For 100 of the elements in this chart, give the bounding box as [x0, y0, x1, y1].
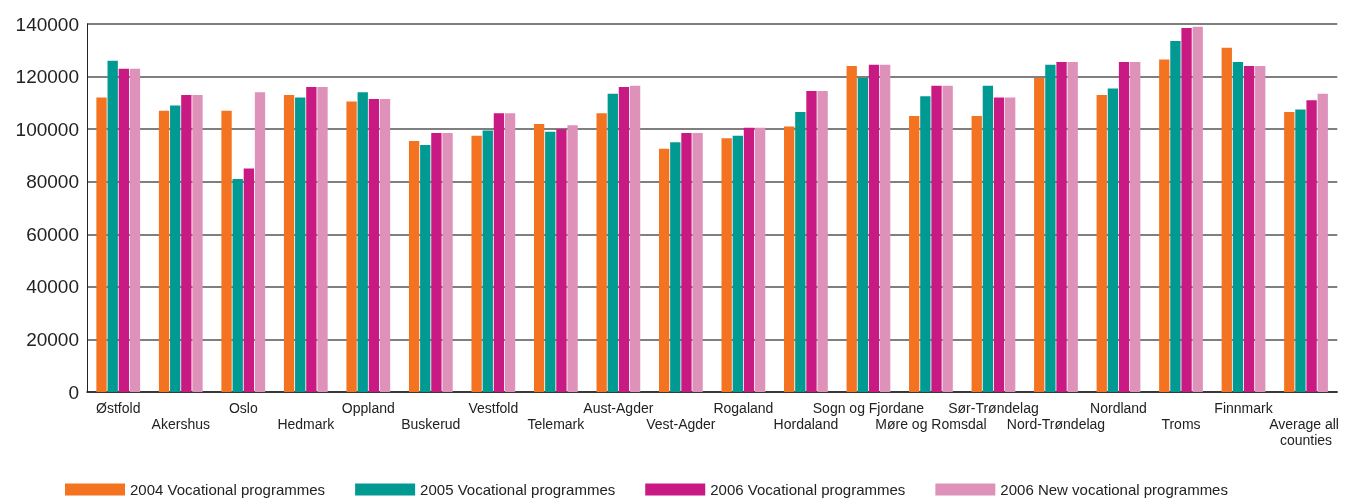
bar	[732, 135, 743, 392]
bar	[545, 131, 556, 392]
x-tick-label: Vest-Agder	[646, 416, 716, 432]
bar	[1284, 112, 1295, 392]
bar	[692, 133, 703, 392]
x-tick-label: Akershus	[151, 416, 210, 432]
legend-label: 2006 Vocational programmes	[710, 481, 906, 498]
bar	[107, 60, 118, 392]
bar	[295, 97, 306, 392]
bar	[1170, 41, 1181, 392]
bar	[1034, 77, 1045, 392]
x-tick-label: Møre og Romsdal	[875, 416, 987, 432]
bar	[857, 77, 869, 392]
bar	[971, 116, 982, 392]
x-tick-label: Rogaland	[713, 400, 774, 416]
bar	[993, 97, 1005, 392]
bar	[982, 85, 994, 392]
x-tick-label: Nordland	[1090, 400, 1147, 416]
bar	[317, 87, 328, 392]
bar	[846, 66, 857, 392]
x-tick-label: Vestfold	[468, 400, 519, 416]
bar	[504, 113, 516, 392]
y-tick-label: 140000	[15, 13, 79, 35]
bar	[96, 97, 107, 392]
bar	[1243, 66, 1255, 392]
bar	[817, 91, 828, 392]
bar	[1221, 47, 1232, 392]
x-tick-label: Finnmark	[1214, 400, 1274, 416]
bar	[670, 142, 681, 392]
bar	[743, 127, 755, 392]
y-tick-label: 80000	[26, 171, 79, 193]
bar	[1005, 97, 1016, 392]
bar	[795, 112, 806, 392]
bar	[909, 116, 920, 392]
legend-label: 2004 Vocational programmes	[130, 481, 326, 498]
bar	[659, 148, 670, 392]
x-tick-label: Oslo	[228, 400, 258, 416]
x-tick-label: Sør-Trøndelag	[948, 400, 1039, 416]
x-tick-label: Sogn og Fjordane	[812, 400, 925, 416]
bar	[1130, 62, 1141, 392]
y-tick-label: 120000	[15, 66, 79, 88]
bar	[368, 98, 380, 392]
x-tick-label: Oppland	[341, 400, 395, 416]
bar	[192, 94, 203, 392]
bar	[1232, 62, 1244, 392]
bar	[1159, 59, 1170, 392]
bar	[221, 110, 232, 392]
x-tick-label: Telemark	[527, 416, 586, 432]
y-tick-label: 20000	[26, 328, 79, 350]
bar	[431, 133, 442, 392]
bar	[254, 92, 266, 392]
bar	[158, 110, 170, 392]
bar	[784, 126, 795, 392]
bar	[868, 64, 880, 392]
bar	[806, 91, 817, 392]
y-tick-label: 60000	[26, 223, 79, 245]
bar	[618, 87, 630, 392]
x-tick-label: Average all counties	[1269, 416, 1343, 448]
bar	[931, 85, 942, 392]
bar	[1096, 94, 1107, 392]
bar	[533, 123, 545, 392]
y-tick-label: 0	[68, 381, 79, 403]
bar	[1067, 62, 1078, 392]
x-tick-label: Nord-Trøndelag	[1006, 416, 1106, 432]
bar	[556, 129, 567, 392]
bar	[1255, 66, 1266, 392]
bar	[181, 94, 192, 392]
x-tick-label: Østfold	[96, 400, 141, 416]
bar	[482, 130, 493, 392]
bar	[567, 125, 578, 392]
bar	[1056, 62, 1067, 392]
bar	[471, 135, 482, 392]
bar	[754, 127, 766, 392]
bar	[1107, 88, 1119, 392]
bar	[1317, 93, 1328, 392]
bar	[283, 94, 295, 392]
bar	[942, 85, 953, 392]
legend-label: 2005 Vocational programmes	[420, 481, 616, 498]
bar	[129, 68, 141, 392]
bar	[170, 105, 181, 392]
x-tick-label: Aust-Agder	[583, 400, 654, 416]
x-tick-label: Hordaland	[773, 416, 839, 432]
x-tick-label: Troms	[1161, 416, 1201, 432]
bar	[596, 113, 607, 392]
bar	[232, 179, 243, 392]
bar	[1306, 100, 1317, 392]
x-tick-label: Buskerud	[401, 416, 461, 432]
bar	[306, 87, 317, 392]
bar	[243, 168, 255, 392]
bar	[721, 138, 732, 392]
bar	[879, 64, 891, 392]
bar	[1118, 62, 1130, 392]
bar	[1295, 109, 1306, 392]
bar	[629, 85, 641, 392]
y-tick-label: 100000	[15, 118, 79, 140]
bar	[1045, 64, 1056, 392]
bar	[1192, 26, 1203, 392]
bar	[442, 133, 453, 392]
bar	[920, 96, 931, 392]
bar	[346, 101, 357, 392]
